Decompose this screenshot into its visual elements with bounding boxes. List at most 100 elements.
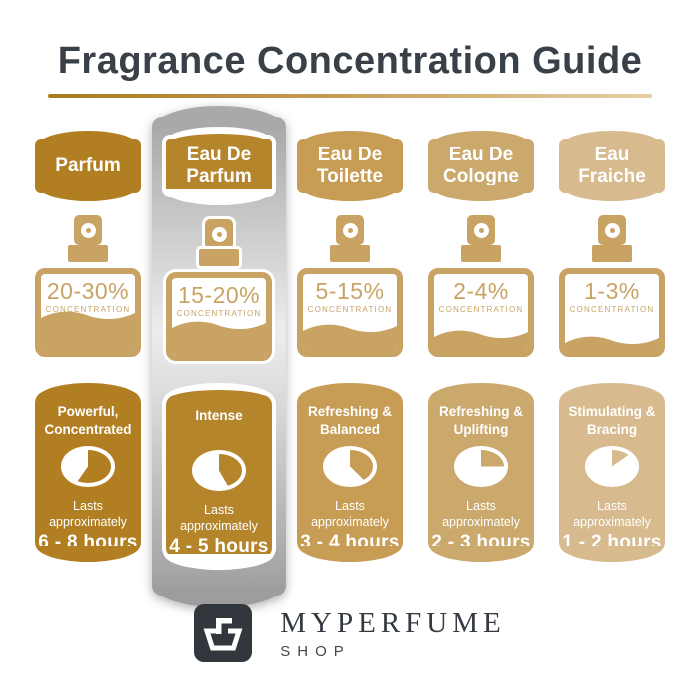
perfume-bottle-icon: 5-15% CONCENTRATION [297, 215, 403, 357]
column-eau-de-toilette: Eau De Toilette 5-15% CONCENTRATION Refr… [297, 131, 403, 562]
nozzle-dot [347, 227, 353, 233]
brand-footer: MYPERFUME SHOP [0, 604, 700, 662]
nozzle-dot [478, 227, 484, 233]
bottle-body: 20-30% CONCENTRATION [35, 268, 141, 357]
bottle-cap-icon [592, 245, 632, 262]
bottle-body: 1-3% CONCENTRATION [559, 268, 665, 357]
concentration-range: 2-4% [453, 278, 509, 304]
fragrance-name: Eau De Toilette [316, 143, 384, 187]
liquid-wave [172, 322, 266, 332]
bottle-cap-icon [68, 245, 108, 262]
concentration-label: CONCENTRATION [307, 305, 393, 314]
character-label: Intense [195, 408, 243, 423]
column-eau-de-parfum: Eau De Parfum 15-20% CONCENTRATION Inten… [152, 106, 286, 607]
page-title: Fragrance Concentration Guide [57, 40, 643, 82]
spray-nozzle-icon [336, 215, 364, 245]
fragrance-name-badge: Eau De Parfum [166, 134, 272, 198]
nozzle-hole [211, 226, 227, 242]
bottle-body: 2-4% CONCENTRATION [428, 268, 534, 357]
nozzle-hole [342, 222, 358, 238]
fragrance-name-badge: Eau Fraiche [559, 131, 665, 201]
fragrance-name: Parfum [55, 154, 121, 176]
column-eau-fraiche: Eau Fraiche 1-3% CONCENTRATION Stimulati… [559, 131, 665, 562]
perfume-shop-logo-icon [194, 604, 253, 662]
duration-card: Refreshing & Balanced Lasts approximatel… [297, 383, 403, 562]
bottle-body: 15-20% CONCENTRATION [166, 272, 272, 361]
liquid-fill [303, 324, 397, 351]
perfume-bottle-icon: 2-4% CONCENTRATION [428, 215, 534, 357]
concentration-range: 20-30% [46, 278, 130, 304]
bottle-cap-icon [199, 249, 239, 266]
fragrance-name-badge: Eau De Cologne [428, 131, 534, 201]
perfume-bottle-icon: 15-20% CONCENTRATION [166, 219, 272, 361]
badge-white-frame: Eau De Parfum [162, 127, 276, 205]
fragrance-name: Eau Fraiche [578, 143, 646, 187]
nozzle-dot [85, 227, 91, 233]
liquid-fill [172, 322, 266, 355]
duration-card: Powerful, Concentrated Lasts approximate… [35, 383, 141, 562]
bottle-cap-icon [330, 245, 370, 262]
liquid-wave [303, 324, 397, 334]
liquid-wave [434, 331, 528, 341]
lasts-label: Lasts approximately [311, 498, 389, 529]
liquid-wave [41, 311, 135, 322]
concentration-range: 15-20% [177, 282, 261, 308]
clock-icon [192, 450, 246, 491]
nozzle-dot [216, 231, 222, 237]
nozzle-hole [604, 222, 620, 238]
liquid-fill [41, 311, 135, 351]
clock-icon [454, 446, 508, 487]
concentration-range: 1-3% [584, 278, 640, 304]
brand-name: MYPERFUME [280, 606, 506, 639]
fragrance-columns: Parfum 20-30% CONCENTRATION Powerful, Co… [0, 106, 700, 607]
liquid-fill [565, 336, 659, 351]
nozzle-hole [80, 222, 96, 238]
liquid-wave [565, 336, 659, 346]
nozzle-hole [473, 222, 489, 238]
duration-card: Stimulating & Bracing Lasts approximatel… [559, 383, 665, 562]
spray-nozzle-icon [74, 215, 102, 245]
concentration-label: CONCENTRATION [176, 309, 262, 318]
duration-card: Refreshing & Uplifting Lasts approximate… [428, 383, 534, 562]
brand-subtitle: SHOP [280, 642, 351, 660]
character-label: Refreshing & Balanced [307, 404, 392, 437]
perfume-bottle-icon: 1-3% CONCENTRATION [559, 215, 665, 357]
nozzle-dot [609, 227, 615, 233]
lasts-label: Lasts approximately [180, 502, 258, 533]
brand-text: MYPERFUME SHOP [280, 607, 506, 660]
fragrance-name: Eau De Cologne [443, 143, 519, 187]
lasts-label: Lasts approximately [442, 498, 520, 529]
column-parfum: Parfum 20-30% CONCENTRATION Powerful, Co… [35, 131, 141, 562]
duration-value: 4 - 5 hours [169, 536, 269, 557]
duration-value: 6 - 8 hours [38, 532, 138, 553]
spray-nozzle-icon [598, 215, 626, 245]
duration-value: 2 - 3 hours [431, 532, 531, 553]
concentration-label: CONCENTRATION [45, 305, 131, 314]
character-label: Refreshing & Uplifting [438, 404, 523, 437]
liquid-fill [434, 331, 528, 351]
lasts-label: Lasts approximately [573, 498, 651, 529]
bottle-cap-icon [461, 245, 501, 262]
character-label: Powerful, Concentrated [44, 404, 132, 437]
concentration-range: 5-15% [315, 278, 385, 304]
duration-card: Intense Lasts approximately 4 - 5 hours [166, 390, 272, 563]
title-underline [48, 94, 652, 98]
perfume-bottle-icon: 20-30% CONCENTRATION [35, 215, 141, 357]
card-white-frame: Intense Lasts approximately 4 - 5 hours [162, 383, 276, 570]
concentration-label: CONCENTRATION [438, 305, 524, 314]
fragrance-name: Eau De Parfum [186, 143, 252, 187]
character-label: Stimulating & Bracing [568, 404, 656, 437]
bottle-body: 5-15% CONCENTRATION [297, 268, 403, 357]
lasts-label: Lasts approximately [49, 498, 127, 529]
clock-icon [61, 446, 115, 487]
clock-icon [585, 446, 639, 487]
concentration-label: CONCENTRATION [569, 305, 655, 314]
spray-nozzle-icon [467, 215, 495, 245]
spray-nozzle-icon [205, 219, 233, 249]
fragrance-name-badge: Parfum [35, 131, 141, 201]
clock-icon [323, 446, 377, 487]
duration-value: 1 - 2 hours [562, 532, 662, 553]
column-eau-de-cologne: Eau De Cologne 2-4% CONCENTRATION Refres… [428, 131, 534, 562]
fragrance-name-badge: Eau De Toilette [297, 131, 403, 201]
